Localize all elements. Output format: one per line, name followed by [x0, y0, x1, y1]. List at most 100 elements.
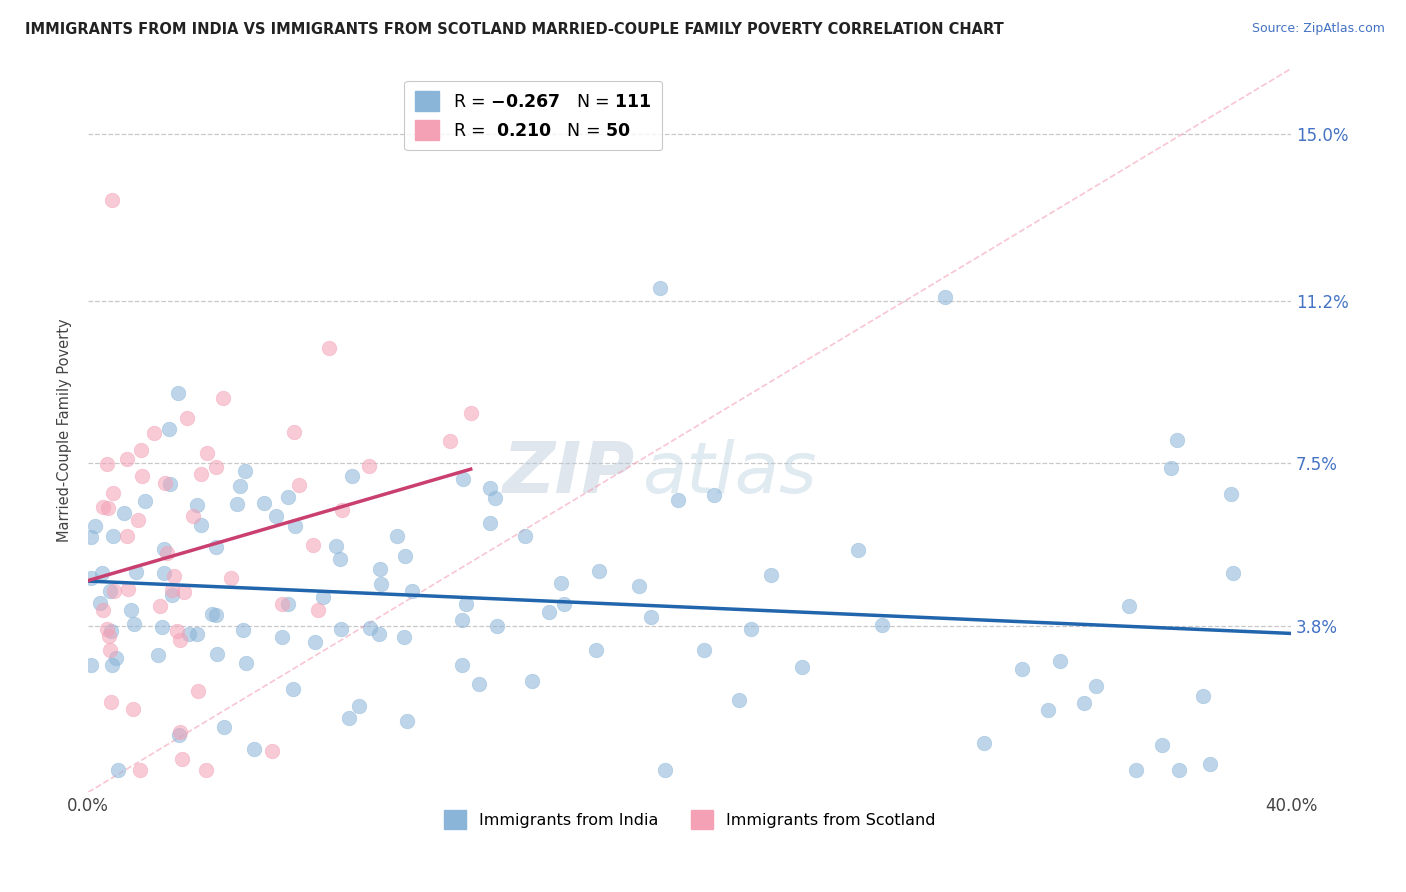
Point: [1049, 654, 1071, 668]
Point: [484, 491, 506, 506]
Point: [439, 434, 461, 448]
Point: [934, 290, 956, 304]
Point: [153, 566, 176, 581]
Point: [97, 629, 120, 643]
Point: [100, 624, 122, 638]
Point: [1220, 487, 1243, 501]
Point: [90, 566, 112, 580]
Point: [1085, 679, 1108, 693]
Point: [103, 584, 125, 599]
Point: [253, 496, 276, 510]
Point: [1199, 757, 1222, 772]
Point: [204, 540, 226, 554]
Point: [186, 498, 208, 512]
Point: [337, 711, 360, 725]
Point: [330, 503, 353, 517]
Point: [243, 742, 266, 756]
Point: [394, 549, 416, 564]
Point: [205, 460, 228, 475]
Point: [1125, 764, 1147, 778]
Point: [271, 630, 294, 644]
Point: [143, 425, 166, 440]
Point: [468, 677, 491, 691]
Point: [453, 472, 475, 486]
Point: [167, 386, 190, 401]
Point: [394, 631, 416, 645]
Text: atlas: atlas: [641, 440, 817, 508]
Point: [186, 627, 208, 641]
Point: [101, 486, 124, 500]
Point: [204, 607, 226, 622]
Point: [96, 501, 118, 516]
Point: [1118, 599, 1140, 613]
Point: [169, 633, 191, 648]
Point: [150, 620, 173, 634]
Point: [870, 618, 893, 632]
Point: [91, 500, 114, 515]
Point: [190, 517, 212, 532]
Point: [761, 568, 783, 582]
Point: [301, 538, 323, 552]
Point: [169, 728, 191, 742]
Point: [666, 492, 689, 507]
Point: [80, 530, 103, 544]
Point: [195, 446, 218, 460]
Point: [127, 513, 149, 527]
Point: [370, 577, 392, 591]
Point: [628, 579, 651, 593]
Point: [212, 720, 235, 734]
Legend: Immigrants from India, Immigrants from Scotland: Immigrants from India, Immigrants from S…: [437, 804, 942, 835]
Point: [304, 635, 326, 649]
Point: [128, 764, 150, 778]
Point: [98, 584, 121, 599]
Point: [654, 764, 676, 778]
Point: [190, 467, 212, 482]
Point: [117, 451, 139, 466]
Point: [89, 596, 111, 610]
Point: [120, 602, 142, 616]
Point: [1166, 433, 1188, 447]
Point: [166, 624, 188, 638]
Point: [312, 590, 335, 604]
Point: [80, 658, 103, 673]
Point: [131, 443, 153, 458]
Point: [283, 681, 305, 696]
Point: [117, 582, 139, 596]
Point: [283, 425, 305, 439]
Point: [153, 541, 176, 556]
Point: [122, 617, 145, 632]
Point: [1160, 460, 1182, 475]
Point: [284, 519, 307, 533]
Point: [101, 529, 124, 543]
Point: [454, 597, 477, 611]
Point: [703, 488, 725, 502]
Point: [115, 529, 138, 543]
Point: [124, 565, 146, 579]
Point: [385, 528, 408, 542]
Point: [270, 597, 292, 611]
Point: [112, 506, 135, 520]
Point: [100, 657, 122, 672]
Point: [277, 490, 299, 504]
Point: [146, 648, 169, 662]
Point: [1168, 764, 1191, 778]
Point: [396, 714, 419, 728]
Point: [153, 475, 176, 490]
Point: [588, 565, 610, 579]
Point: [205, 647, 228, 661]
Point: [329, 552, 352, 566]
Point: [201, 607, 224, 622]
Point: [368, 562, 391, 576]
Point: [260, 744, 283, 758]
Point: [451, 613, 474, 627]
Point: [318, 342, 340, 356]
Point: [550, 576, 572, 591]
Point: [307, 603, 329, 617]
Point: [177, 627, 200, 641]
Point: [401, 584, 423, 599]
Point: [478, 481, 501, 495]
Point: [1073, 696, 1095, 710]
Text: IMMIGRANTS FROM INDIA VS IMMIGRANTS FROM SCOTLAND MARRIED-COUPLE FAMILY POVERTY : IMMIGRANTS FROM INDIA VS IMMIGRANTS FROM…: [25, 22, 1004, 37]
Point: [149, 599, 172, 613]
Point: [846, 543, 869, 558]
